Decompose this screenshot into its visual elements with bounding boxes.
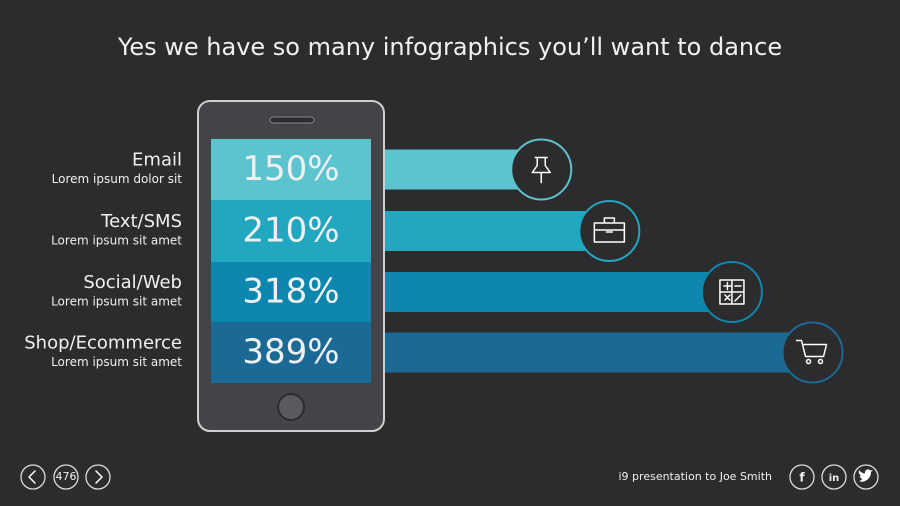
screen-row	[211, 139, 371, 200]
row-subtitle: Lorem ipsum dolor sit	[52, 172, 183, 186]
icon-badge	[781, 321, 844, 384]
row-value: 150%	[242, 149, 339, 189]
row-value: 210%	[242, 211, 339, 251]
row-value: 318%	[242, 272, 339, 312]
icon-circle	[510, 138, 573, 201]
twitter-button[interactable]	[853, 464, 879, 490]
cart-wheel	[817, 358, 824, 365]
next-arrow	[95, 470, 103, 484]
row-title: Text/SMS	[100, 211, 182, 232]
prev-arrow	[28, 470, 36, 484]
facebook-button[interactable]	[789, 464, 815, 490]
icon-circle	[578, 200, 641, 262]
next-button[interactable]	[85, 464, 111, 490]
row-subtitle: Lorem ipsum sit amet	[51, 234, 182, 248]
icon-circle	[781, 321, 844, 384]
twitter-icon	[858, 469, 873, 482]
pin-icon	[531, 156, 551, 184]
slide-title: Yes we have so many infographics you’ll …	[117, 33, 782, 61]
row-title: Social/Web	[83, 272, 182, 293]
bar	[371, 332, 813, 373]
bar	[371, 211, 610, 251]
briefcase-icon	[593, 217, 626, 243]
screen-row	[211, 200, 371, 262]
phone-speaker	[269, 116, 315, 124]
cart-icon	[795, 339, 828, 358]
facebook-icon: f	[799, 471, 805, 485]
row-title: Email	[132, 150, 182, 171]
cart-wheel	[805, 358, 812, 365]
screen-row	[211, 262, 371, 322]
icon-badge	[700, 261, 763, 323]
bar	[371, 272, 732, 312]
phone-button	[277, 393, 305, 421]
icon-badge	[578, 200, 641, 262]
page-number: 476	[56, 470, 77, 483]
prev-button[interactable]	[20, 464, 46, 490]
row-subtitle: Lorem ipsum sit amet	[51, 295, 182, 309]
page-circle	[53, 464, 79, 490]
linkedin-button[interactable]	[821, 464, 847, 490]
credit: i9 presentation to Joe Smith	[619, 470, 773, 483]
bars	[371, 149, 813, 373]
icon-badge	[510, 138, 573, 201]
screen-row	[211, 322, 371, 383]
linkedin-icon: in	[829, 473, 840, 484]
row-title: Shop/Ecommerce	[24, 333, 182, 354]
row-value: 389%	[242, 332, 339, 372]
calculator-icon	[719, 279, 745, 305]
row-subtitle: Lorem ipsum sit amet	[51, 355, 182, 369]
icons	[510, 138, 844, 384]
